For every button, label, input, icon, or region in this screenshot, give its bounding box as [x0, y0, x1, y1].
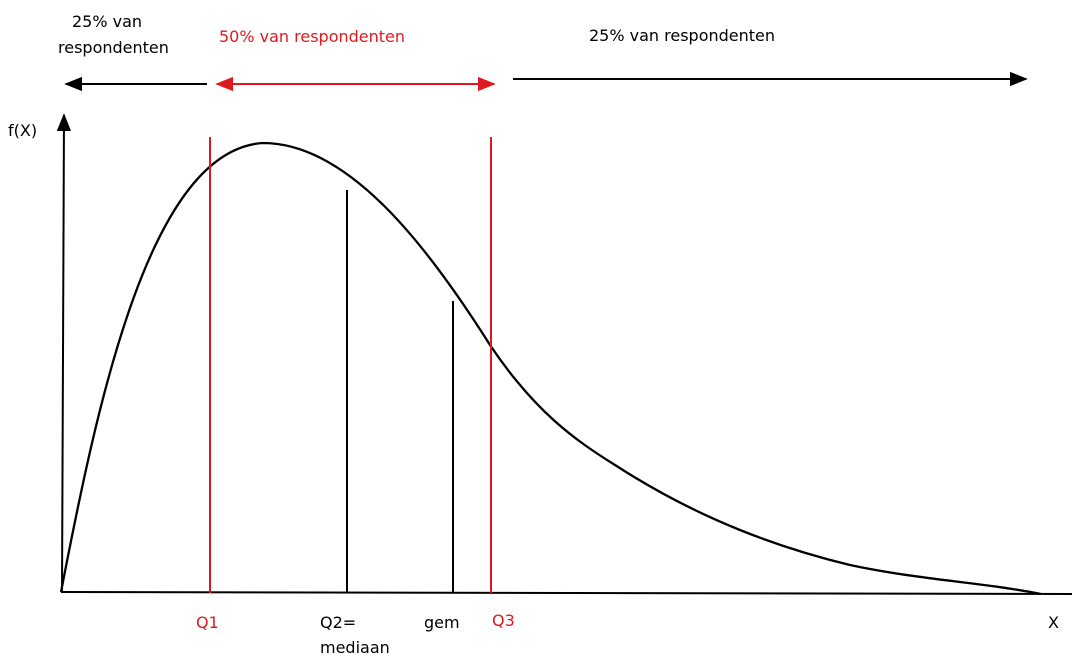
q2-label-line1: Q2=: [320, 613, 356, 632]
q1-label: Q1: [196, 613, 219, 632]
left-quarter-label-line1: 25% van: [72, 12, 142, 31]
y-axis: [56, 113, 72, 593]
left-quarter-label-line2: respondenten: [58, 38, 169, 57]
right-quarter-label: 25% van respondenten: [589, 26, 775, 45]
middle-half-label: 50% van respondenten: [219, 27, 405, 46]
x-axis-label: X: [1048, 613, 1059, 632]
density-curve: [59, 141, 1042, 596]
mean-label: gem: [424, 613, 460, 632]
q2-label-line2: mediaan: [320, 638, 390, 657]
q3-label: Q3: [492, 611, 515, 630]
x-axis: [60, 591, 1073, 595]
y-axis-label: f(X): [8, 121, 37, 140]
